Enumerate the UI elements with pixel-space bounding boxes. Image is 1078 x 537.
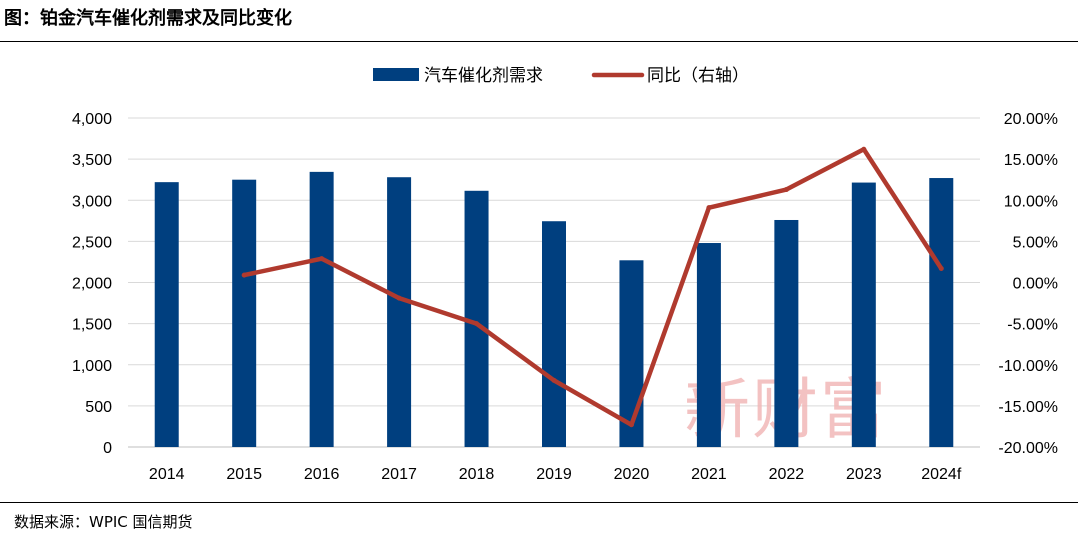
bar-2024f — [929, 178, 954, 448]
figure-title: 图：铂金汽车催化剂需求及同比变化 — [4, 8, 292, 29]
right-tick-label: -20.00% — [998, 440, 1058, 457]
bar-2021 — [696, 243, 721, 447]
right-tick-label: -5.00% — [1007, 317, 1058, 334]
yoy-point-2019 — [551, 377, 557, 383]
x-tick-label: 2019 — [536, 466, 572, 483]
bar-2016 — [309, 171, 334, 447]
yoy-point-2016 — [319, 256, 325, 262]
x-tick-label: 2018 — [459, 466, 495, 483]
yoy-point-2017 — [396, 295, 402, 301]
yoy-point-2018 — [474, 321, 480, 327]
left-tick-label: 2,000 — [72, 276, 112, 293]
right-tick-label: -10.00% — [998, 358, 1058, 375]
yoy-point-2022 — [783, 187, 789, 193]
bar-2022 — [774, 219, 799, 447]
bar-2023 — [851, 182, 876, 447]
x-tick-label: 2024f — [921, 466, 962, 483]
right-tick-label: 5.00% — [1013, 234, 1058, 251]
x-tick-label: 2021 — [691, 466, 727, 483]
top-rule — [0, 41, 1078, 42]
right-tick-label: 20.00% — [1004, 111, 1058, 128]
bar-2014 — [154, 182, 179, 447]
bar-2015 — [232, 179, 257, 447]
yoy-point-2020 — [628, 422, 634, 428]
bottom-rule — [0, 502, 1078, 503]
bar-2019 — [542, 221, 566, 447]
left-tick-label: 500 — [85, 399, 112, 416]
left-tick-label: 3,500 — [72, 152, 112, 169]
right-tick-label: -15.00% — [998, 399, 1058, 416]
left-tick-label: 3,000 — [72, 193, 112, 210]
left-tick-label: 1,500 — [72, 317, 112, 334]
x-tick-label: 2016 — [304, 466, 340, 483]
left-tick-label: 4,000 — [72, 111, 112, 128]
right-tick-label: 10.00% — [1004, 193, 1058, 210]
x-tick-label: 2022 — [769, 466, 805, 483]
bar-2017 — [387, 177, 412, 447]
yoy-point-2024f — [938, 266, 944, 272]
x-tick-label: 2020 — [614, 466, 650, 483]
yoy-line — [241, 147, 944, 428]
legend-swatch-demand — [373, 68, 419, 81]
x-tick-label: 2015 — [226, 466, 262, 483]
x-tick-label: 2014 — [149, 466, 185, 483]
bar-2020 — [619, 260, 644, 447]
left-tick-label: 0 — [103, 440, 112, 457]
yoy-point-2023 — [861, 146, 867, 152]
x-tick-label: 2023 — [846, 466, 882, 483]
legend-label-yoy: 同比（右轴） — [647, 66, 749, 86]
source-note: 数据来源：WPIC 国信期货 — [14, 513, 193, 531]
yoy-point-2021 — [706, 205, 712, 211]
right-tick-label: 15.00% — [1004, 152, 1058, 169]
left-tick-label: 1,000 — [72, 358, 112, 375]
yoy-point-2015 — [241, 272, 247, 278]
right-tick-label: 0.00% — [1013, 276, 1058, 293]
left-tick-label: 2,500 — [72, 234, 112, 251]
x-tick-label: 2017 — [381, 466, 417, 483]
legend-label-demand: 汽车催化剂需求 — [424, 66, 543, 86]
